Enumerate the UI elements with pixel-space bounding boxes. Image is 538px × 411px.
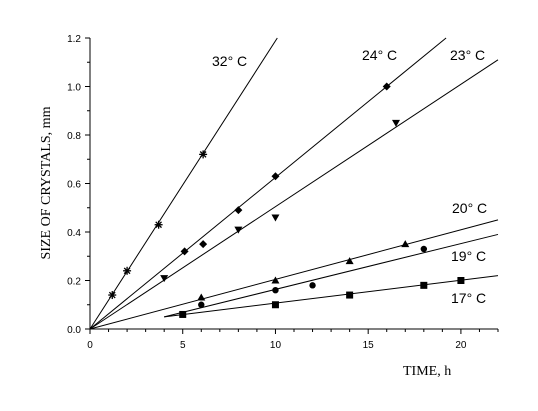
series-label: 17° C — [451, 290, 486, 306]
data-point — [271, 172, 280, 181]
data-point — [346, 291, 354, 299]
fit-line — [89, 37, 447, 330]
fit-line — [89, 37, 278, 330]
series-labels: 32° C 24° C 23° C 20° C 19° C 17° C — [212, 47, 487, 306]
x-tick-label: 5 — [180, 340, 186, 351]
y-tick-label: 0.8 — [67, 131, 81, 142]
data-point — [234, 206, 243, 215]
asterisk-stroke — [123, 267, 131, 275]
data-point — [160, 275, 169, 283]
data-point — [197, 293, 206, 301]
y-axis-title: SIZE OF CRYSTALS, mm — [39, 106, 54, 259]
y-tick-label: 1.0 — [67, 83, 81, 94]
x-tick-label: 20 — [455, 340, 467, 351]
fit-line — [89, 59, 499, 330]
y-tick-label: 0.4 — [67, 228, 81, 239]
data-point — [420, 245, 428, 253]
series-label: 32° C — [212, 53, 247, 69]
data-point — [271, 276, 280, 284]
data-point — [345, 257, 354, 265]
series-label: 20° C — [452, 200, 487, 216]
asterisk-stroke — [199, 151, 207, 158]
data-point — [420, 281, 428, 289]
fit-line — [164, 233, 499, 318]
data-point — [199, 150, 208, 159]
x-tick-label: 15 — [363, 340, 375, 351]
data-point — [271, 214, 280, 222]
asterisk-stroke — [108, 291, 116, 299]
data-point — [108, 291, 117, 300]
data-point — [309, 282, 316, 289]
data-point — [392, 119, 400, 127]
data-point — [271, 301, 279, 309]
fit-line — [89, 219, 499, 330]
asterisk-stroke — [155, 221, 162, 229]
x-axis-title: TIME, h — [403, 364, 451, 379]
axes: 0 5 10 15 20 0.0 0.2 0.4 0.6 0.8 1.0 1.2 — [67, 34, 499, 351]
y-tick-label: 1.2 — [67, 34, 81, 45]
data-point — [272, 287, 279, 294]
y-tick-label: 0.6 — [67, 180, 81, 191]
series-label: 19° C — [451, 248, 486, 264]
x-tick-label: 10 — [270, 340, 282, 351]
data-point — [180, 247, 189, 256]
series-label: 23° C — [450, 47, 485, 63]
data-point — [234, 226, 243, 234]
data-point — [457, 277, 465, 284]
data-points — [108, 82, 465, 318]
x-tick-label: 0 — [87, 340, 93, 351]
data-point — [198, 301, 205, 308]
data-point — [179, 310, 187, 318]
fit-lines — [89, 37, 499, 330]
y-tick-label: 0.2 — [67, 277, 81, 288]
data-point — [123, 266, 132, 275]
series-label: 24° C — [362, 47, 397, 63]
data-point — [382, 82, 391, 91]
fit-line — [164, 275, 499, 318]
data-point — [154, 220, 163, 229]
data-point — [401, 240, 410, 248]
data-point — [199, 240, 208, 249]
y-tick-label: 0.0 — [67, 325, 81, 336]
